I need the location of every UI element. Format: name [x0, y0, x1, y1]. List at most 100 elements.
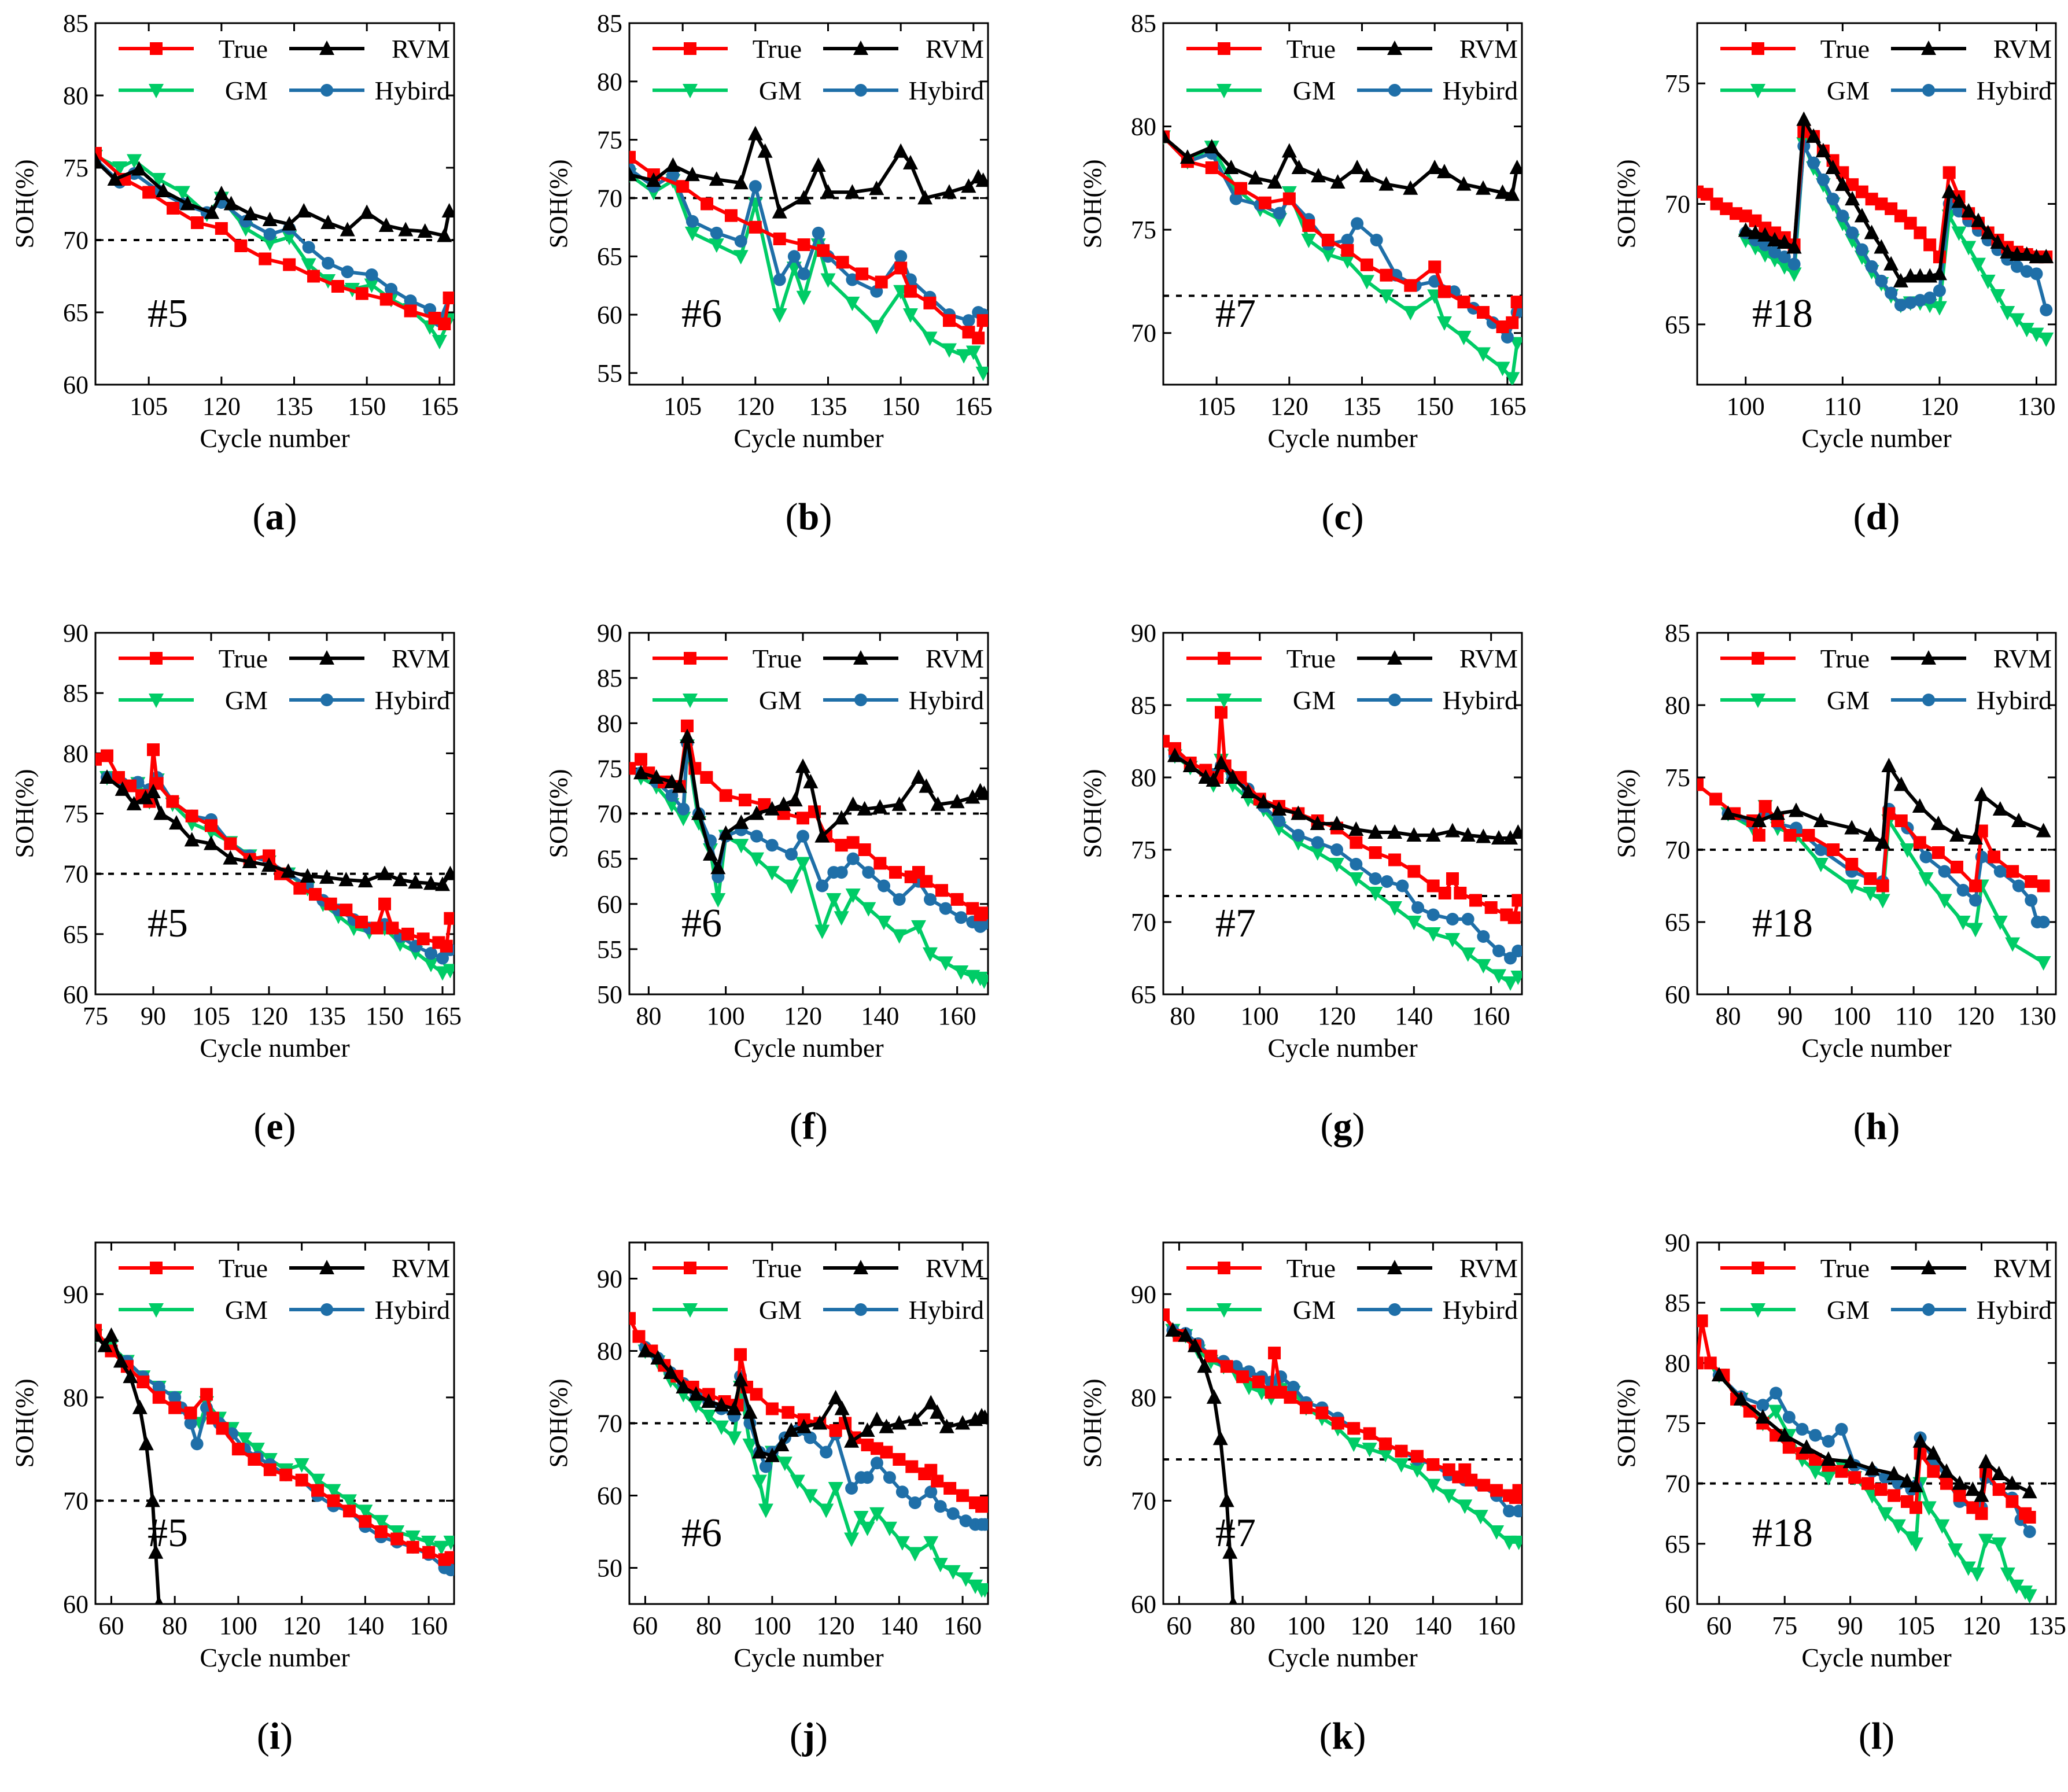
marker-circle — [1411, 901, 1424, 914]
legend-label-rvm: RVM — [926, 644, 984, 673]
marker-triangle-up — [860, 1422, 875, 1437]
marker-triangle-down — [1340, 254, 1355, 269]
marker-circle — [1446, 913, 1459, 926]
x-axis-label: Cycle number — [733, 423, 883, 453]
x-tick-label: 120 — [1962, 1612, 2000, 1640]
marker-square — [1697, 185, 1704, 198]
marker-triangle-down — [1968, 923, 1984, 938]
series-true — [1697, 1314, 2036, 1524]
marker-square — [1347, 1422, 1361, 1435]
marker-triangle-up — [223, 196, 239, 211]
marker-triangle-up — [441, 203, 454, 217]
marker-square — [1410, 1450, 1424, 1463]
marker-triangle-down — [1918, 872, 1934, 887]
marker-triangle-up — [1938, 1463, 1954, 1478]
marker-circle — [939, 902, 952, 915]
legend-label-rvm: RVM — [926, 34, 984, 64]
x-axis-label: Cycle number — [733, 1643, 883, 1672]
marker-triangle-up — [710, 860, 726, 875]
marker-circle — [385, 283, 398, 296]
marker-triangle-up — [1926, 1445, 1941, 1460]
marker-triangle-down — [742, 1439, 758, 1453]
marker-triangle-up — [423, 875, 438, 890]
x-axis-label: Cycle number — [1801, 423, 1951, 453]
y-tick-label: 80 — [1131, 764, 1156, 792]
marker-triangle-down — [1955, 916, 1971, 930]
marker-circle — [1923, 292, 1937, 304]
series-hybird — [1739, 139, 2053, 316]
marker-triangle-up — [408, 874, 423, 889]
marker-triangle-up — [437, 227, 452, 242]
marker-triangle-up — [891, 1415, 907, 1430]
x-tick-label: 100 — [219, 1612, 257, 1640]
marker-triangle-up — [1291, 160, 1307, 174]
marker-triangle-down — [819, 1503, 834, 1518]
marker-square — [1752, 829, 1765, 842]
legend-label-gm: GM — [225, 1295, 268, 1325]
legend-label-rvm: RVM — [1993, 644, 2052, 673]
series-line-rvm — [106, 776, 452, 887]
marker-triangle-up — [1310, 816, 1325, 830]
marker-square — [124, 779, 137, 792]
series-rvm — [1167, 747, 1522, 845]
marker-triangle-up — [1219, 1492, 1234, 1507]
marker-triangle-up — [680, 728, 695, 743]
marker-circle — [1286, 1381, 1300, 1393]
marker-triangle-down — [2038, 332, 2054, 347]
marker-triangle-down — [421, 1535, 437, 1550]
series-true — [1163, 130, 1522, 333]
marker-square — [444, 1551, 454, 1564]
marker-triangle-down — [1346, 1437, 1362, 1452]
marker-triangle-down — [676, 812, 691, 827]
marker-square — [370, 921, 384, 935]
x-tick-label: 150 — [348, 392, 386, 421]
legend-label-rvm: RVM — [1459, 1253, 1518, 1283]
marker-square — [359, 1515, 372, 1528]
marker-square — [428, 312, 441, 325]
marker-triangle-up — [1930, 816, 1946, 830]
x-tick-label: 105 — [663, 392, 702, 421]
y-tick-label: 75 — [63, 800, 89, 828]
marker-triangle-up — [1387, 40, 1402, 55]
marker-square — [1876, 879, 1889, 893]
series-rvm — [1720, 758, 2051, 849]
marker-triangle-up — [676, 1379, 691, 1393]
y-tick-label: 60 — [63, 371, 89, 399]
marker-circle — [1756, 1399, 1770, 1412]
legend-label-true: True — [753, 34, 802, 64]
marker-triangle-down — [956, 349, 972, 364]
marker-triangle-up — [919, 778, 934, 793]
chart-panel-f: 50 55 60 65 70 75 80 85 90 80 100 120 140 160 Cycle nu… — [544, 619, 989, 1148]
y-tick-label: 75 — [1665, 69, 1690, 98]
marker-circle — [1778, 250, 1791, 264]
marker-square — [444, 912, 454, 925]
marker-circle — [152, 1381, 165, 1393]
y-tick-label: 50 — [597, 980, 622, 1009]
marker-triangle-up — [1991, 1466, 2007, 1480]
marker-triangle-down — [1491, 969, 1506, 984]
marker-square — [342, 1505, 356, 1518]
marker-square — [1988, 850, 2001, 864]
panel-letter: (g) — [1321, 1105, 1365, 1148]
x-tick-label: 150 — [1415, 392, 1454, 421]
plot-frame — [628, 22, 989, 386]
marker-triangle-up — [1350, 160, 1365, 174]
x-tick-label: 130 — [2017, 392, 2055, 421]
x-tick-label: 120 — [202, 392, 241, 421]
marker-circle — [1486, 316, 1499, 329]
y-tick-label: 65 — [63, 920, 89, 949]
marker-square — [263, 849, 275, 862]
marker-square — [1457, 296, 1470, 309]
x-tick-label: 60 — [632, 1612, 658, 1640]
marker-triangle-down — [683, 84, 698, 98]
marker-square — [920, 875, 933, 888]
marker-square — [1477, 1478, 1491, 1492]
legend-label-gm: GM — [759, 1295, 802, 1325]
marker-triangle-up — [949, 794, 965, 809]
marker-triangle-down — [1217, 84, 1232, 98]
panel-letter: (h) — [1853, 1105, 1900, 1148]
y-tick-label: 70 — [63, 226, 89, 255]
marker-square — [147, 743, 160, 757]
series-rvm — [99, 769, 454, 891]
